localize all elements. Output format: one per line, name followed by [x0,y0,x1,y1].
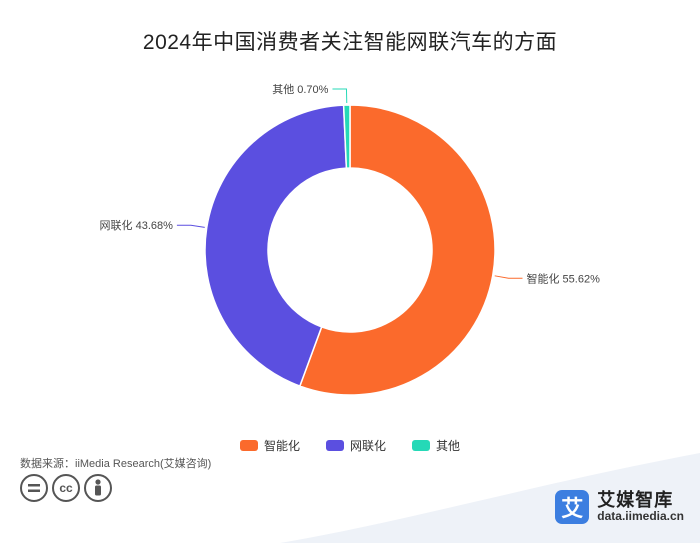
legend-item-smart[interactable]: 智能化 [239,437,300,454]
person-icon [84,474,112,502]
chart-legend: 智能化 网联化 其他 [0,437,700,454]
data-label-other-leader [332,88,348,104]
data-source: 数据来源：iiMedia Research(艾媒咨询) [20,458,212,470]
brand-name: 艾媒智库 [597,489,674,510]
brand-block: 艾 艾媒智库 data.iimedia.cn [555,490,684,524]
legend-swatch-smart [239,440,258,451]
brand-logo-icon: 艾 [555,490,590,524]
data-label-connected-leader [176,224,205,228]
data-label-other: 其他 0.70% [272,83,328,96]
equals-icon [20,474,48,502]
legend-swatch-connected [325,440,344,451]
donut-chart: 智能化 55.62% 网联化 43.68% 其他 0.70% [100,83,600,396]
legend-swatch-other [412,440,430,451]
slice-smart[interactable] [298,104,496,396]
data-label-smart-leader [494,275,523,279]
legend-item-connected[interactable]: 网联化 [325,437,386,454]
slice-connected[interactable] [204,104,348,388]
slice-other[interactable] [342,104,351,169]
brand-wave-decoration [280,453,700,543]
legend-item-other[interactable]: 其他 [412,437,460,454]
legend-label-other: 其他 [436,439,461,453]
legend-label-connected: 网联化 [349,439,386,453]
cc-icon: cc [52,474,80,502]
brand-url: data.iimedia.cn [597,509,684,524]
license-icons: cc [20,474,112,502]
legend-label-smart: 智能化 [263,439,300,453]
data-label-smart: 智能化 55.62% [526,271,600,285]
data-label-connected: 网联化 43.68% [100,218,174,232]
chart-title: 2024年中国消费者关注智能网联汽车的方面 [142,31,558,54]
